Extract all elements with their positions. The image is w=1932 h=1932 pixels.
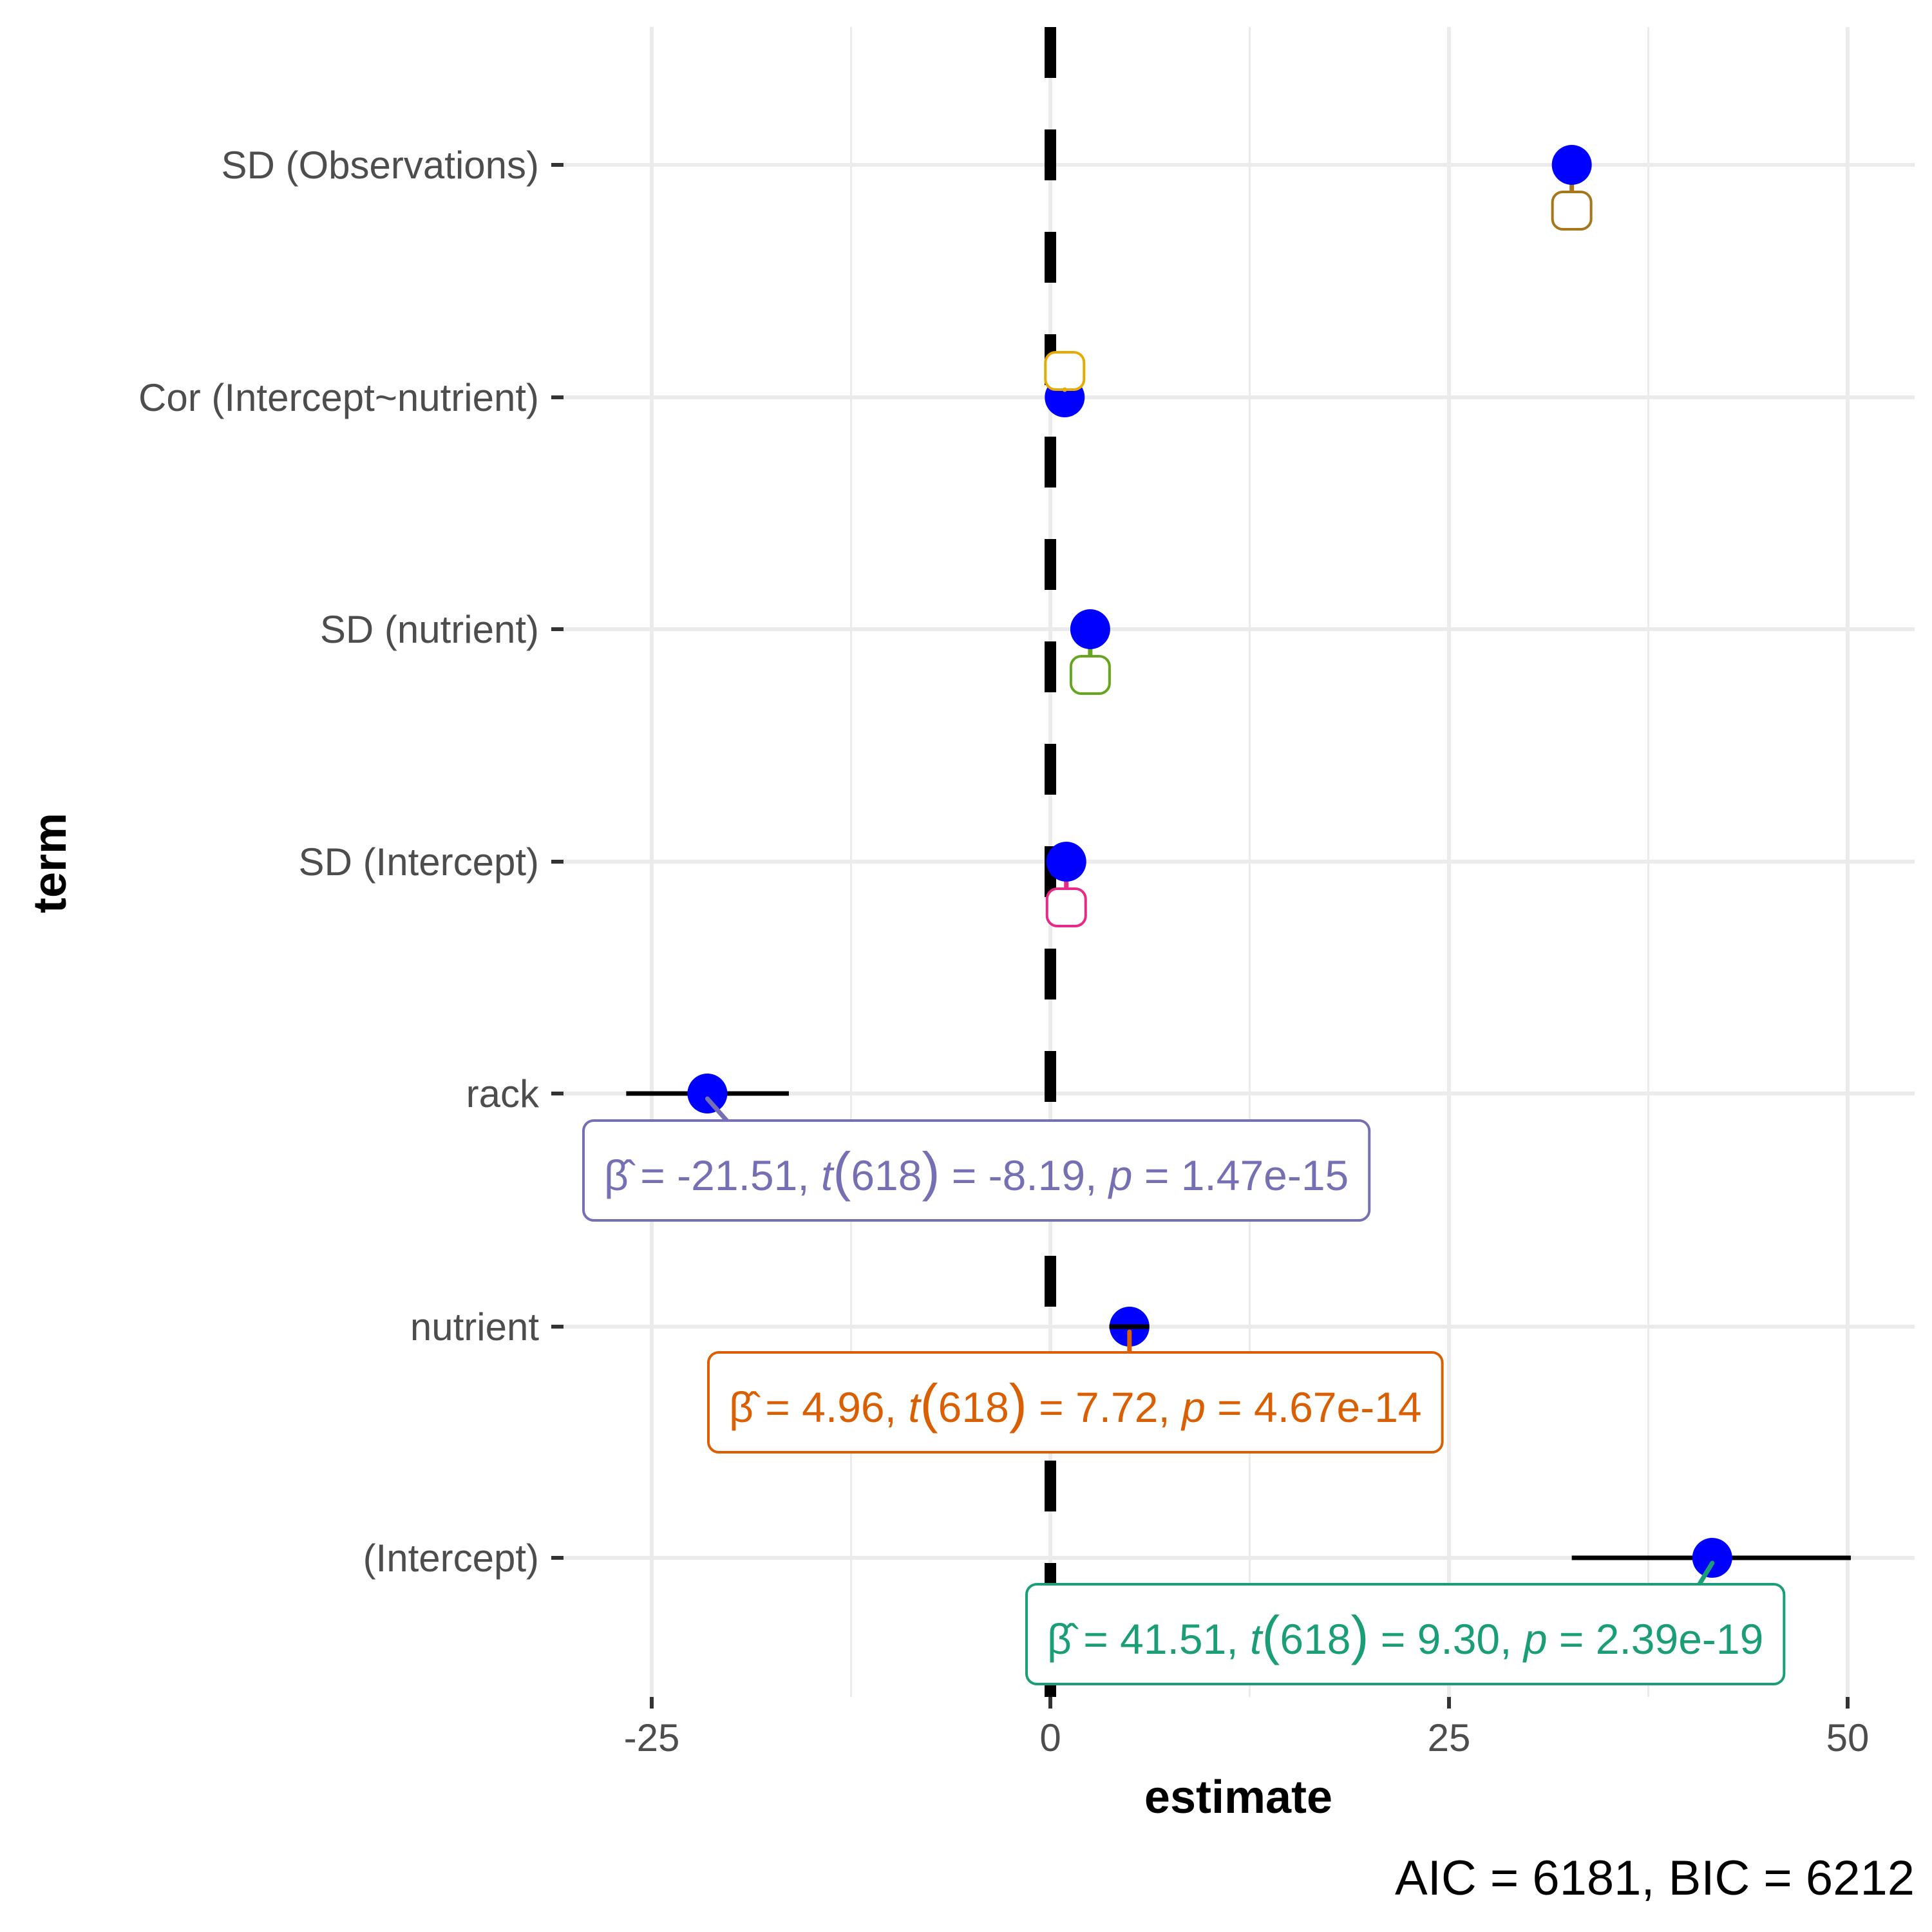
label-part: t — [1250, 1615, 1264, 1663]
x-tick-label: 0 — [1039, 1716, 1061, 1759]
term-mark: β̂ = -21.51, t(618) = -8.19, p = 1.47e-1… — [582, 1074, 1371, 1222]
estimate-label: β̂ = -21.51, t(618) = -8.19, p = 1.47e-1… — [604, 1141, 1349, 1202]
label-box — [1069, 655, 1111, 695]
estimate-point — [1551, 145, 1592, 185]
estimate-point — [1046, 842, 1086, 882]
term-mark: β̂ = 41.51, t(618) = 9.30, p = 2.39e-19 — [1025, 1538, 1851, 1685]
label-part: p — [1180, 1383, 1206, 1431]
marks: β̂ = -21.51, t(618) = -8.19, p = 1.47e-1… — [582, 145, 1851, 1685]
label-part: = -21.51, — [629, 1151, 821, 1199]
label-box — [707, 1351, 1444, 1454]
label-part: ( — [833, 1141, 851, 1202]
x-tick-label: 50 — [1826, 1716, 1870, 1759]
label-connector — [1697, 1560, 1715, 1587]
label-part: 618 — [1280, 1615, 1350, 1663]
y-tick-label: Cor (Intercept~nutrient) — [138, 376, 539, 419]
term-mark — [1069, 609, 1111, 695]
estimate-point — [1692, 1538, 1732, 1578]
caption: AIC = 6181, BIC = 6212 — [1395, 1851, 1915, 1906]
label-box — [1044, 351, 1086, 391]
label-part: = 4.96, — [753, 1383, 908, 1431]
label-connector — [705, 1096, 729, 1123]
label-part: 618 — [938, 1383, 1009, 1431]
label-part: = 41.51, — [1072, 1615, 1250, 1663]
label-part: ( — [920, 1373, 938, 1434]
y-axis-title: term — [24, 813, 76, 913]
axes: -25 0 25 50 SD (Observations) Cor (Intercept~… — [138, 144, 1869, 1759]
label-part: p — [1522, 1615, 1548, 1663]
label-part: = 7.72, — [1027, 1383, 1182, 1431]
y-tick-label: SD (nutrient) — [320, 608, 539, 651]
label-box — [1025, 1583, 1786, 1685]
label-box — [1045, 887, 1087, 927]
label-box — [582, 1119, 1371, 1222]
y-tick-label: rack — [466, 1072, 540, 1115]
x-axis-title: estimate — [1144, 1772, 1332, 1823]
label-part: 618 — [851, 1151, 922, 1199]
estimate-point — [1070, 609, 1110, 649]
term-mark: β̂ = 4.96, t(618) = 7.72, p = 4.67e-14 — [707, 1307, 1444, 1454]
estimate-label: β̂ = 41.51, t(618) = 9.30, p = 2.39e-19 — [1047, 1605, 1763, 1665]
y-tick-label: SD (Observations) — [222, 144, 539, 187]
label-box — [1551, 191, 1593, 231]
estimate-label: β̂ = 4.96, t(618) = 7.72, p = 4.67e-14 — [729, 1373, 1422, 1434]
label-part: = 4.67e-14 — [1206, 1383, 1422, 1431]
label-part: = -8.19, — [940, 1151, 1108, 1199]
y-tick-label: (Intercept) — [363, 1537, 539, 1580]
term-mark — [1044, 351, 1086, 417]
term-mark — [1551, 145, 1593, 231]
label-part: p — [1108, 1151, 1133, 1199]
label-part: ) — [922, 1141, 940, 1202]
label-part: ) — [1009, 1373, 1027, 1434]
label-part: = 1.47e-15 — [1132, 1151, 1349, 1199]
label-part: = 2.39e-19 — [1548, 1615, 1764, 1663]
label-part: ( — [1262, 1605, 1280, 1665]
label-part: ) — [1350, 1605, 1368, 1665]
label-part: t — [908, 1383, 922, 1431]
estimate-point — [687, 1074, 728, 1113]
y-tick-label: nutrient — [410, 1305, 539, 1349]
x-tick-label: 25 — [1428, 1716, 1471, 1759]
y-tick-label: SD (Intercept) — [299, 840, 539, 884]
x-tick-label: -25 — [624, 1716, 680, 1759]
label-part: t — [821, 1151, 835, 1199]
term-mark — [1045, 842, 1087, 927]
label-part: = 9.30, — [1368, 1615, 1523, 1663]
